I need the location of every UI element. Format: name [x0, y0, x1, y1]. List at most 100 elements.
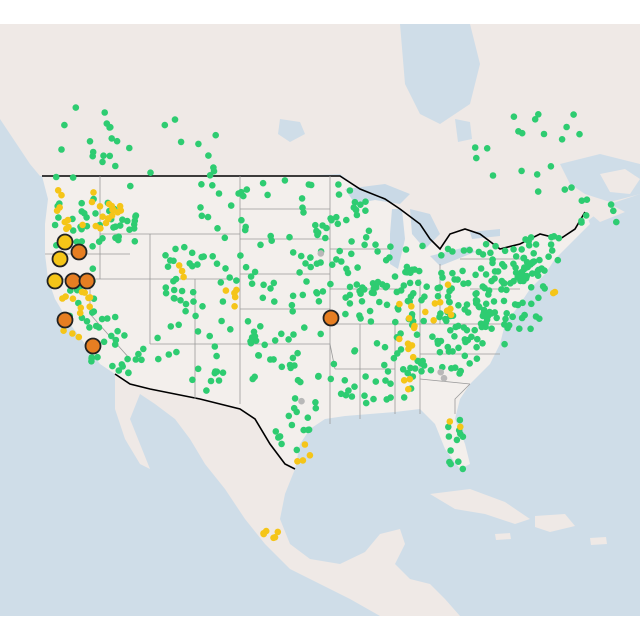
station-marker[interactable]: [348, 238, 355, 245]
station-marker[interactable]: [297, 252, 305, 260]
station-marker[interactable]: [407, 364, 414, 372]
station-marker[interactable]: [381, 361, 388, 369]
station-marker[interactable]: [477, 265, 485, 272]
station-marker[interactable]: [494, 268, 502, 275]
station-marker[interactable]: [77, 304, 85, 312]
station-marker[interactable]: [455, 344, 462, 352]
station-marker[interactable]: [288, 301, 296, 309]
station-marker[interactable]: [251, 268, 259, 276]
station-marker[interactable]: [294, 458, 301, 465]
station-marker[interactable]: [64, 216, 72, 224]
station-marker[interactable]: [188, 249, 196, 257]
station-marker[interactable]: [522, 236, 529, 243]
station-marker[interactable]: [409, 353, 417, 361]
station-marker[interactable]: [125, 369, 132, 377]
station-marker[interactable]: [449, 348, 456, 355]
station-marker[interactable]: [259, 294, 267, 302]
station-marker[interactable]: [219, 298, 227, 305]
station-marker[interactable]: [61, 121, 68, 129]
station-marker[interactable]: [111, 313, 119, 321]
station-marker[interactable]: [181, 243, 188, 251]
station-marker[interactable]: [529, 258, 537, 266]
station-marker[interactable]: [233, 286, 240, 294]
station-marker[interactable]: [447, 447, 454, 454]
station-marker[interactable]: [405, 315, 413, 322]
station-marker[interactable]: [464, 279, 472, 287]
station-marker[interactable]: [206, 332, 213, 340]
station-marker[interactable]: [186, 260, 193, 267]
station-marker[interactable]: [610, 207, 617, 215]
station-marker[interactable]: [341, 377, 349, 384]
station-marker[interactable]: [257, 323, 264, 330]
station-marker[interactable]: [457, 367, 465, 375]
station-marker[interactable]: [499, 260, 506, 268]
station-marker[interactable]: [535, 111, 542, 118]
station-marker[interactable]: [372, 378, 380, 385]
station-marker[interactable]: [214, 225, 221, 232]
highlight-station-marker[interactable]: [70, 243, 88, 261]
station-marker[interactable]: [454, 276, 461, 283]
station-marker[interactable]: [474, 335, 481, 343]
station-marker[interactable]: [297, 378, 304, 386]
station-marker[interactable]: [167, 323, 175, 330]
station-marker[interactable]: [443, 317, 450, 325]
station-marker[interactable]: [170, 257, 177, 265]
station-marker[interactable]: [108, 212, 116, 219]
station-marker[interactable]: [92, 210, 99, 217]
station-marker[interactable]: [315, 372, 322, 380]
station-marker[interactable]: [261, 341, 269, 349]
station-marker[interactable]: [109, 206, 116, 213]
station-marker[interactable]: [361, 392, 368, 400]
station-marker[interactable]: [226, 274, 233, 281]
station-marker[interactable]: [383, 301, 391, 309]
station-marker[interactable]: [490, 298, 498, 305]
station-marker[interactable]: [314, 231, 321, 239]
station-marker[interactable]: [161, 121, 169, 129]
station-marker[interactable]: [351, 383, 358, 391]
station-marker[interactable]: [78, 199, 85, 207]
station-marker[interactable]: [211, 343, 219, 350]
station-marker[interactable]: [540, 130, 548, 138]
station-marker[interactable]: [362, 373, 369, 380]
station-marker[interactable]: [212, 131, 219, 139]
station-marker[interactable]: [485, 291, 492, 298]
station-marker[interactable]: [551, 288, 559, 296]
station-marker[interactable]: [536, 315, 543, 323]
station-marker[interactable]: [447, 311, 455, 319]
station-marker[interactable]: [429, 333, 436, 341]
station-marker[interactable]: [147, 169, 154, 176]
station-marker[interactable]: [405, 385, 412, 393]
station-marker[interactable]: [56, 204, 63, 211]
station-marker[interactable]: [104, 315, 111, 322]
station-marker[interactable]: [510, 246, 517, 253]
station-marker[interactable]: [397, 346, 405, 353]
station-marker[interactable]: [281, 177, 289, 184]
station-marker[interactable]: [248, 280, 256, 288]
highlight-station-marker[interactable]: [84, 337, 102, 355]
station-marker[interactable]: [530, 250, 537, 257]
station-marker[interactable]: [90, 189, 97, 196]
station-marker[interactable]: [434, 340, 442, 348]
station-marker[interactable]: [213, 260, 221, 267]
station-marker[interactable]: [376, 298, 383, 306]
station-marker[interactable]: [190, 298, 197, 305]
station-marker[interactable]: [361, 241, 368, 249]
station-marker[interactable]: [69, 174, 77, 181]
station-marker[interactable]: [507, 280, 514, 287]
station-marker[interactable]: [328, 261, 336, 268]
station-marker[interactable]: [289, 354, 297, 362]
station-marker[interactable]: [473, 355, 481, 363]
station-marker[interactable]: [370, 395, 377, 403]
station-marker[interactable]: [525, 242, 533, 249]
station-marker[interactable]: [386, 254, 393, 261]
station-marker[interactable]: [140, 345, 147, 353]
station-marker[interactable]: [503, 310, 511, 317]
station-marker[interactable]: [510, 113, 518, 120]
station-marker[interactable]: [271, 337, 279, 344]
station-marker[interactable]: [217, 279, 225, 286]
station-marker[interactable]: [354, 264, 361, 271]
station-marker[interactable]: [180, 273, 187, 281]
station-marker[interactable]: [175, 262, 183, 269]
station-marker[interactable]: [518, 246, 525, 253]
station-marker[interactable]: [92, 322, 100, 330]
